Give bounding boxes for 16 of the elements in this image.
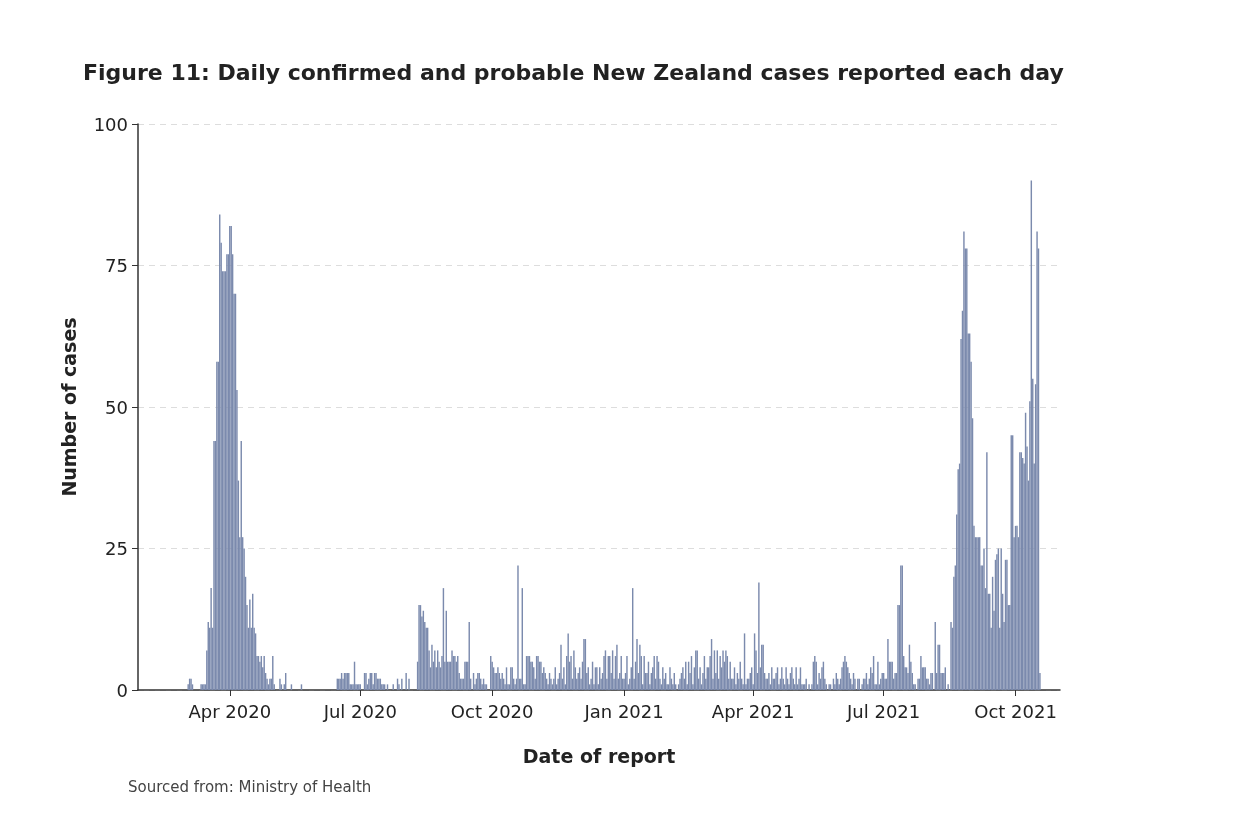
x-axis-title: Date of report <box>522 744 676 767</box>
x-tick-label: Jul 2020 <box>322 700 397 722</box>
y-tick-label: 100 <box>93 113 128 135</box>
x-tick-label: Oct 2020 <box>450 700 534 722</box>
y-axis-title: Number of cases <box>57 317 80 497</box>
x-tick-label: Apr 2021 <box>711 700 795 722</box>
chart-title: Figure 11: Daily confirmed and probable New Zealand cases reported each day <box>83 59 1064 85</box>
y-tick-label: 75 <box>105 255 128 276</box>
text: Sourced from: Ministry of Health <box>128 777 372 796</box>
y-tick-label: 0 <box>116 679 128 701</box>
x-tick-label: Apr 2020 <box>188 700 272 722</box>
y-tick-label: 50 <box>105 396 128 418</box>
y-tick-label: 25 <box>105 538 128 559</box>
x-tick-label: Jan 2021 <box>583 700 664 722</box>
x-tick-label: Oct 2021 <box>974 700 1057 722</box>
x-tick-label: Jul 2021 <box>846 700 921 722</box>
